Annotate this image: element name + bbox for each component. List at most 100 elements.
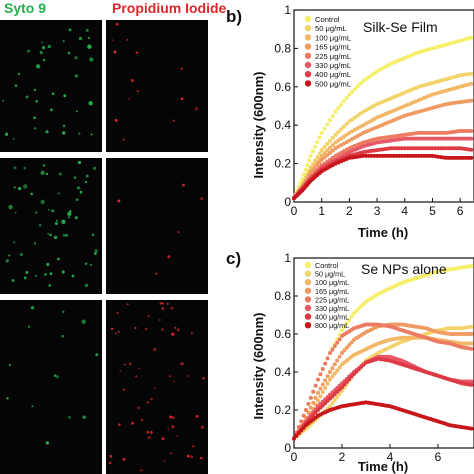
- data-point: [342, 324, 347, 329]
- data-point: [299, 419, 304, 424]
- syto-cell: [45, 172, 49, 176]
- y-tick-label: 0.4: [274, 118, 291, 132]
- data-point: [361, 153, 366, 158]
- syto-cell: [35, 211, 38, 214]
- data-point: [304, 408, 308, 412]
- syto-cell: [82, 415, 86, 419]
- x-tick-label: 0: [291, 450, 298, 464]
- pi-cell: [177, 231, 180, 234]
- data-point: [377, 153, 382, 158]
- syto-cell: [19, 252, 23, 257]
- data-point: [452, 136, 457, 141]
- syto-cell: [34, 274, 37, 277]
- data-point: [330, 143, 335, 148]
- data-point: [319, 148, 324, 153]
- data-point: [306, 410, 311, 415]
- syto-cell: [62, 310, 65, 314]
- syto-cell: [46, 262, 50, 266]
- data-point: [402, 153, 407, 158]
- pi-cell: [146, 431, 150, 434]
- syto-cell: [62, 40, 65, 43]
- pi-cell: [170, 452, 173, 455]
- y-tick-label: 0.2: [274, 403, 291, 417]
- data-point: [308, 405, 313, 410]
- data-point: [349, 314, 354, 319]
- micro-green-2: [0, 158, 102, 294]
- syto-cell: [2, 99, 5, 102]
- syto-cell: [41, 41, 44, 44]
- pi-cell: [169, 415, 173, 419]
- data-point: [441, 136, 446, 141]
- data-point: [328, 150, 332, 155]
- data-point: [325, 148, 330, 153]
- data-point: [311, 400, 316, 405]
- pi-cell: [150, 431, 153, 434]
- data-point: [328, 370, 332, 374]
- legend-marker: [304, 313, 312, 320]
- data-point: [349, 374, 354, 379]
- legend-label: 330 μg/mL: [315, 304, 349, 313]
- data-point: [308, 395, 313, 400]
- data-point: [452, 155, 457, 160]
- syto-cell: [6, 397, 9, 400]
- pi-cell: [122, 138, 125, 141]
- data-point: [402, 136, 407, 141]
- pi-cell: [169, 375, 171, 378]
- y-tick-label: 0.4: [274, 365, 291, 379]
- pi-cell: [154, 272, 158, 276]
- pi-cell: [167, 255, 171, 259]
- data-point: [316, 377, 320, 382]
- data-point: [469, 379, 474, 384]
- microscopy-grid: [0, 20, 208, 474]
- syto-cell: [8, 254, 11, 257]
- legend-marker: [304, 52, 312, 59]
- data-point: [328, 351, 332, 355]
- data-point: [328, 404, 332, 409]
- syto-cell: [4, 132, 9, 136]
- syto-cell: [57, 257, 60, 261]
- data-point: [325, 153, 330, 158]
- syto-cell: [49, 272, 53, 276]
- pi-cell: [114, 118, 118, 122]
- syto-cell: [14, 211, 17, 214]
- data-point: [469, 346, 474, 351]
- pi-cell: [163, 460, 166, 462]
- data-point: [416, 130, 421, 135]
- syto-cell: [50, 108, 53, 112]
- syto-cell: [56, 375, 59, 379]
- data-point: [460, 136, 465, 141]
- legend-label: 165 μg/mL: [315, 287, 349, 296]
- series-7: [292, 400, 474, 441]
- data-point: [333, 132, 338, 137]
- pi-cell: [171, 416, 175, 420]
- syto-cell: [68, 28, 72, 32]
- syto-cell: [13, 186, 16, 189]
- data-point: [335, 340, 340, 345]
- x-tick-label: 4: [387, 450, 394, 464]
- data-point: [337, 365, 342, 370]
- data-point: [317, 135, 322, 140]
- legend-marker: [304, 261, 312, 269]
- data-point: [469, 155, 474, 160]
- syto-cell: [8, 204, 13, 210]
- data-point: [469, 332, 474, 336]
- pi-cell: [173, 380, 175, 383]
- legend-label: 500 μg/mL: [315, 79, 351, 88]
- syto-cell: [85, 28, 89, 32]
- legend-label: 400 μg/mL: [315, 313, 349, 322]
- data-point: [337, 354, 342, 359]
- x-tick-label: 0: [291, 204, 298, 218]
- data-point: [427, 130, 432, 135]
- data-point: [419, 153, 424, 158]
- data-point: [408, 153, 413, 158]
- pi-cell: [180, 97, 184, 101]
- pi-cell: [113, 50, 117, 54]
- data-point: [469, 71, 474, 76]
- chart-b-ylabel: Intensity (600nm): [251, 72, 266, 179]
- pi-cell: [116, 311, 119, 315]
- syto-cell: [67, 216, 71, 219]
- legend-label: 165 μg/mL: [315, 43, 351, 52]
- pi-cell: [161, 302, 164, 305]
- data-point: [427, 136, 432, 141]
- data-point: [333, 109, 338, 114]
